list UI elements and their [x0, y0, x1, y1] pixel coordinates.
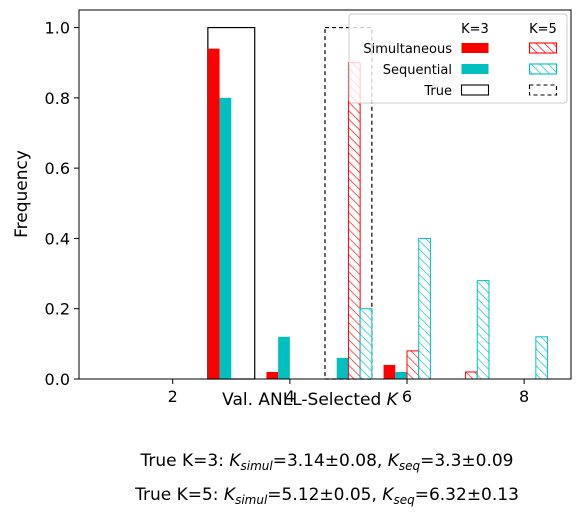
- bar-k5-simultaneous-6: [407, 351, 419, 379]
- y-axis-title: Frequency: [12, 150, 32, 238]
- bar-k3-sequential-6: [395, 372, 407, 379]
- y-tick-label: 0.6: [45, 159, 70, 178]
- x-tick-label: 6: [402, 387, 412, 406]
- legend-swatch: [530, 64, 557, 74]
- legend-swatch: [462, 64, 489, 74]
- x-axis-title-symbol: K: [387, 390, 400, 410]
- svg-text:True K=3: Ksimul=3.14±0.08, Ks: True K=3: Ksimul=3.14±0.08, Kseq=3.3±0.0…: [139, 451, 513, 473]
- bar-k5-simultaneous-7: [466, 372, 478, 379]
- y-tick-label: 1.0: [45, 19, 70, 38]
- y-tick-label: 0.2: [45, 300, 70, 319]
- svg-text:True K=5: Ksimul=5.12±0.05, Ks: True K=5: Ksimul=5.12±0.05, Kseq=6.32±0.…: [134, 485, 519, 507]
- bar-k5-sequential-7: [477, 281, 489, 379]
- legend-row-label: Sequential: [383, 63, 452, 78]
- legend-row-label: Simultaneous: [363, 42, 452, 57]
- legend: K=3 K=5 Simultaneous Sequential True: [349, 14, 567, 103]
- legend-swatch: [462, 43, 489, 53]
- bar-k3-simultaneous-4: [266, 372, 278, 379]
- bar-k3-sequential-3: [220, 98, 232, 379]
- bar-k3-sequential-5: [337, 358, 349, 379]
- y-tick-label: 0.4: [45, 229, 70, 248]
- bar-k5-sequential-5: [360, 309, 372, 379]
- bar-k3-simultaneous-3: [208, 49, 220, 379]
- x-tick-label: 8: [519, 387, 529, 406]
- legend-col-header: K=5: [529, 22, 557, 37]
- legend-col-header: K=3: [461, 22, 489, 37]
- y-tick-label: 0.8: [45, 89, 70, 108]
- y-tick-label: 0.0: [45, 370, 70, 389]
- caption-2: True K=5: Ksimul=5.12±0.05, Kseq=6.32±0.…: [134, 485, 519, 507]
- bar-k3-sequential-4: [278, 337, 290, 379]
- caption-1: True K=3: Ksimul=3.14±0.08, Kseq=3.3±0.0…: [139, 451, 513, 473]
- x-tick-label: 2: [168, 387, 178, 406]
- legend-row-label: True: [423, 84, 452, 99]
- bar-k5-sequential-8: [536, 337, 548, 379]
- legend-swatch: [530, 43, 557, 53]
- bar-k5-sequential-6: [419, 238, 431, 379]
- bar-k5-simultaneous-5: [348, 63, 360, 379]
- legend-swatch: [462, 85, 489, 95]
- bar-k3-simultaneous-6: [384, 365, 396, 379]
- legend-swatch: [530, 85, 557, 95]
- x-axis-title: Val. ANLL-Selected K: [222, 390, 399, 410]
